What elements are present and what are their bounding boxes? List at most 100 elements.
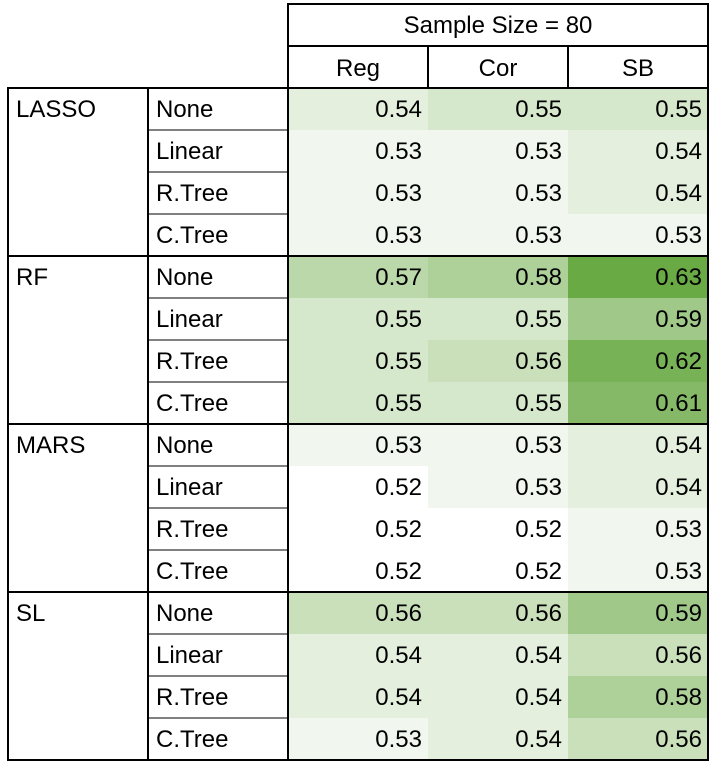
heatmap-cell	[428, 466, 568, 508]
cell-value: 0.58	[515, 264, 562, 291]
cell-value: 0.63	[655, 264, 702, 291]
cell-value: 0.53	[375, 138, 422, 165]
heatmap-cell	[288, 214, 428, 256]
cell-value: 0.53	[515, 222, 562, 249]
cell-value: 0.54	[655, 432, 702, 459]
heatmap-cell	[428, 592, 568, 634]
heatmap-cell	[288, 466, 428, 508]
group-label: RF	[16, 264, 48, 291]
heatmap-cell	[568, 550, 708, 592]
heatmap-cell	[288, 172, 428, 214]
chart-title: Sample Size = 80	[404, 12, 593, 39]
row-label: R.Tree	[156, 180, 228, 207]
cell-value: 0.55	[515, 390, 562, 417]
cell-value: 0.56	[515, 600, 562, 627]
cell-value: 0.52	[375, 474, 422, 501]
column-header: Reg	[336, 55, 380, 82]
heatmap-cell	[428, 298, 568, 340]
heatmap-cell	[568, 508, 708, 550]
heatmap-cell	[428, 676, 568, 718]
heatmap-cell	[428, 718, 568, 760]
row-label: R.Tree	[156, 516, 228, 543]
row-label: C.Tree	[156, 222, 228, 249]
cell-value: 0.52	[515, 516, 562, 543]
cell-value: 0.57	[375, 264, 422, 291]
cell-value: 0.53	[515, 474, 562, 501]
heatmap-cell	[568, 676, 708, 718]
heatmap-cell	[428, 550, 568, 592]
heatmap-cell	[288, 340, 428, 382]
cell-value: 0.55	[655, 96, 702, 123]
heatmap-cell	[428, 508, 568, 550]
heatmap-cell	[288, 718, 428, 760]
cell-value: 0.55	[375, 390, 422, 417]
heatmap-cell	[288, 634, 428, 676]
heatmap-cell	[428, 424, 568, 466]
cell-value: 0.54	[375, 642, 422, 669]
cell-value: 0.53	[655, 222, 702, 249]
cell-value: 0.54	[655, 180, 702, 207]
cell-value: 0.61	[655, 390, 702, 417]
heatmap-cell	[568, 718, 708, 760]
cell-value: 0.53	[375, 726, 422, 753]
cell-value: 0.62	[655, 348, 702, 375]
cell-value: 0.53	[515, 138, 562, 165]
heatmap-cell	[288, 676, 428, 718]
heatmap-cell	[288, 88, 428, 130]
cell-value: 0.53	[655, 516, 702, 543]
heatmap-cell	[428, 634, 568, 676]
cell-value: 0.55	[375, 348, 422, 375]
heatmap-cell	[288, 424, 428, 466]
row-label: C.Tree	[156, 558, 228, 585]
heatmap-cell	[428, 256, 568, 298]
row-label: C.Tree	[156, 726, 228, 753]
heatmap-cell	[568, 298, 708, 340]
cell-value: 0.53	[515, 432, 562, 459]
row-label: C.Tree	[156, 390, 228, 417]
row-label: Linear	[156, 474, 223, 501]
row-label: None	[156, 432, 213, 459]
group-label: SL	[16, 600, 45, 627]
row-label: R.Tree	[156, 348, 228, 375]
cell-value: 0.56	[655, 726, 702, 753]
heatmap-cell	[428, 340, 568, 382]
heatmap-cell	[428, 214, 568, 256]
heatmap-cell	[288, 508, 428, 550]
heatmap-cell	[428, 382, 568, 424]
heatmap-cell	[568, 340, 708, 382]
group-label: LASSO	[16, 96, 96, 123]
cell-value: 0.53	[655, 558, 702, 585]
heatmap-cell	[568, 88, 708, 130]
cell-value: 0.54	[655, 138, 702, 165]
heatmap-cell	[568, 592, 708, 634]
cell-value: 0.52	[515, 558, 562, 585]
heatmap-cell	[288, 550, 428, 592]
cell-value: 0.59	[655, 306, 702, 333]
heatmap-cell	[568, 382, 708, 424]
heatmap-cell	[568, 214, 708, 256]
cell-value: 0.54	[375, 684, 422, 711]
row-label: None	[156, 96, 213, 123]
cell-value: 0.55	[375, 306, 422, 333]
heatmap-cell	[568, 256, 708, 298]
cell-value: 0.55	[515, 306, 562, 333]
heatmap-cell	[568, 130, 708, 172]
row-label: Linear	[156, 642, 223, 669]
row-label: None	[156, 600, 213, 627]
cell-value: 0.56	[655, 642, 702, 669]
cell-value: 0.52	[375, 516, 422, 543]
heatmap-cell	[428, 88, 568, 130]
cell-value: 0.56	[375, 600, 422, 627]
cell-value: 0.54	[375, 96, 422, 123]
cell-value: 0.54	[515, 726, 562, 753]
heatmap-cell	[428, 172, 568, 214]
cell-value: 0.53	[375, 180, 422, 207]
cell-value: 0.54	[515, 684, 562, 711]
heatmap-cell	[288, 592, 428, 634]
heatmap-cell	[288, 130, 428, 172]
row-label: None	[156, 264, 213, 291]
cell-value: 0.53	[375, 432, 422, 459]
heatmap-cell	[568, 172, 708, 214]
heatmap-cell	[568, 424, 708, 466]
